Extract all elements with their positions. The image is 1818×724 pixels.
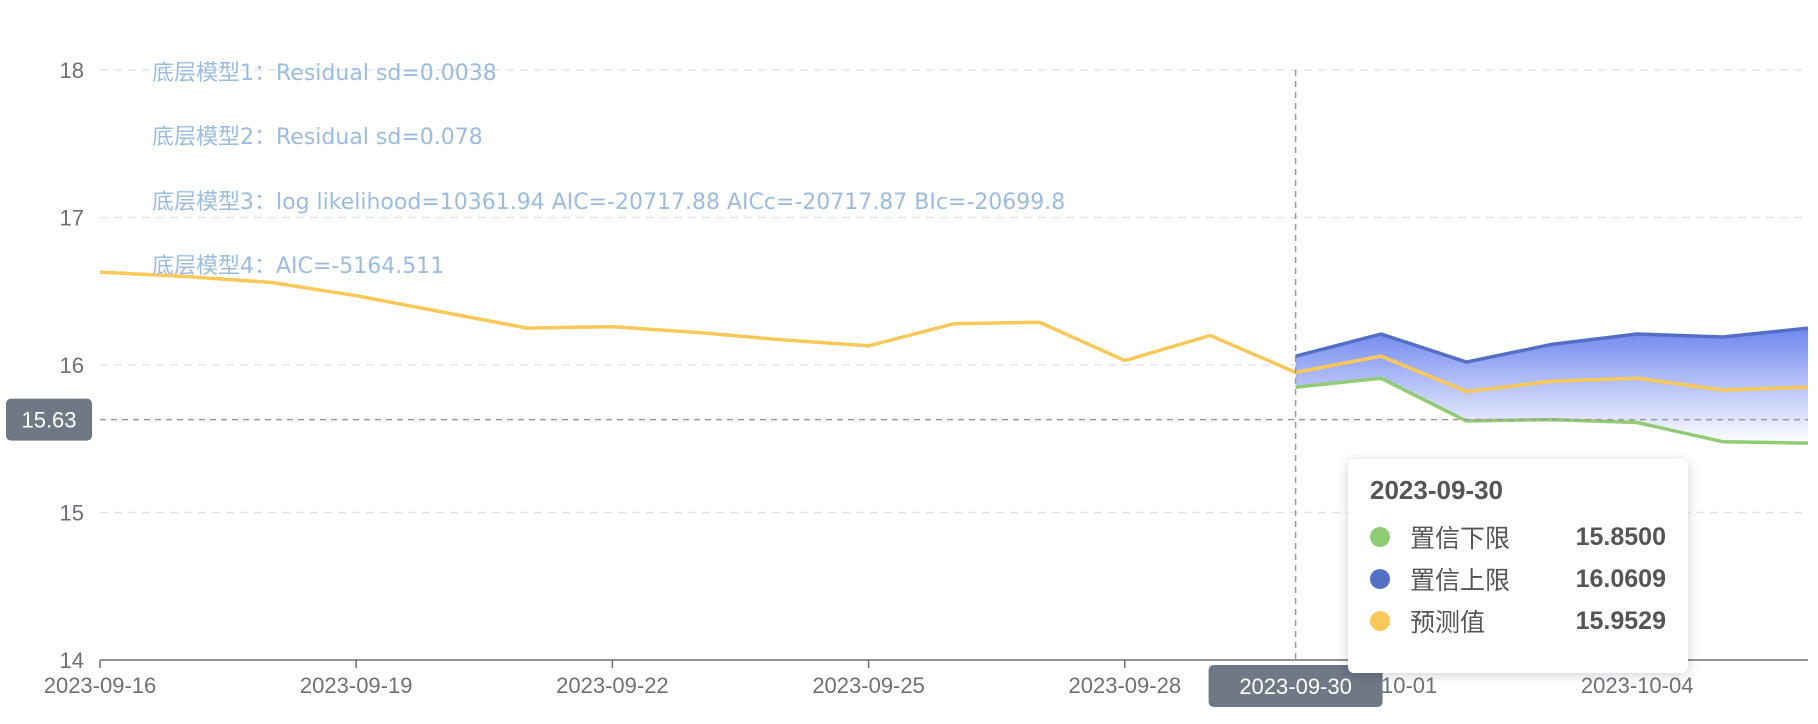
legend-dot-icon bbox=[1370, 527, 1390, 547]
series-line-2 bbox=[1295, 326, 1809, 364]
series-line-1 bbox=[1295, 376, 1809, 445]
tooltip-row-upper: 置信上限 16.0609 bbox=[1370, 558, 1666, 600]
pointer-x-label: 2023-09-30 bbox=[1239, 674, 1352, 699]
legend-dot-icon bbox=[1370, 611, 1390, 631]
axis-pointer: 15.63 2023-09-30 bbox=[6, 70, 1808, 707]
confidence-band-area bbox=[1295, 328, 1808, 444]
annotation-2: 底层模型2：Residual sd=0.078 bbox=[152, 125, 483, 150]
series-lines bbox=[99, 270, 1809, 445]
tooltip-title: 2023-09-30 bbox=[1370, 475, 1503, 505]
y-tick-label: 18 bbox=[60, 58, 84, 83]
tooltip-series-name: 置信下限 bbox=[1410, 524, 1511, 553]
confidence-band bbox=[1295, 328, 1808, 444]
annotation-3: 底层模型3：log likelihood=10361.94 AIC=-20717… bbox=[152, 190, 1065, 215]
tooltip-series-name: 预测值 bbox=[1410, 608, 1486, 637]
tooltip-series-value: 15.8500 bbox=[1575, 522, 1666, 551]
y-tick-label: 16 bbox=[60, 353, 84, 378]
x-tick-label: 2023-09-16 bbox=[44, 673, 157, 698]
tooltip-row-forecast: 预测值 15.9529 bbox=[1370, 600, 1666, 642]
tooltip-series-value: 16.0609 bbox=[1575, 564, 1666, 593]
model-annotations: 底层模型1：Residual sd=0.0038 底层模型2：Residual … bbox=[152, 61, 1065, 279]
tooltip-series-value: 15.9529 bbox=[1575, 606, 1666, 635]
grid-lines bbox=[100, 69, 1808, 514]
tooltip-row-lower: 置信下限 15.8500 bbox=[1370, 516, 1666, 558]
x-tick-label: 2023-09-25 bbox=[812, 673, 925, 698]
x-tick-label: 2023-09-22 bbox=[556, 673, 669, 698]
legend-dot-icon bbox=[1370, 569, 1390, 589]
y-tick-label: 15 bbox=[60, 501, 84, 526]
x-tick-label: 2023-09-28 bbox=[1069, 673, 1182, 698]
y-tick-label: 14 bbox=[60, 648, 84, 673]
annotation-4: 底层模型4：AIC=-5164.511 bbox=[152, 254, 444, 279]
x-tick-label: 2023-10-04 bbox=[1581, 673, 1694, 698]
y-tick-label: 17 bbox=[60, 206, 84, 231]
x-tick-label: 2023-09-19 bbox=[300, 673, 413, 698]
tooltip-series-name: 置信上限 bbox=[1410, 566, 1511, 595]
pointer-y-label: 15.63 bbox=[21, 408, 76, 433]
pointer-x-label-box bbox=[1208, 665, 1383, 707]
pointer-y-label-box bbox=[6, 398, 92, 441]
annotation-1: 底层模型1：Residual sd=0.0038 bbox=[152, 61, 497, 86]
series-line-0 bbox=[99, 270, 1809, 394]
tooltip: 2023-09-30 置信下限 15.8500 置信上限 16.0609 预测值… bbox=[1348, 459, 1688, 673]
